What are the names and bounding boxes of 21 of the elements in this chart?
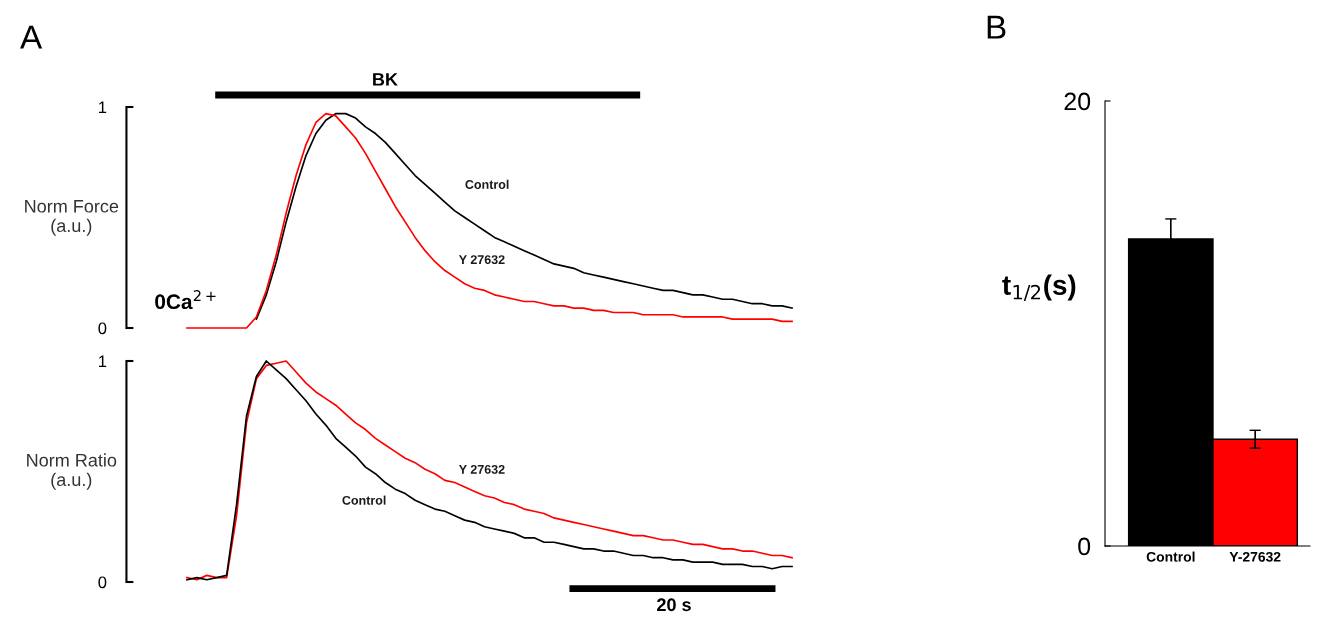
y-tick-label: 0 (98, 576, 107, 589)
series-label: Y 27632 (458, 464, 505, 474)
line-series (186, 360, 793, 581)
chart-title: A (20, 25, 43, 49)
y-tick-label: 1 (99, 101, 107, 114)
series-label: Control (465, 179, 509, 189)
y-tick-label: 0 (1078, 537, 1091, 556)
series-label: Y 27632 (458, 255, 505, 265)
y-tick-label: 1 (99, 355, 107, 368)
y-tick-label: 20 (1064, 92, 1091, 111)
y-axis-title: Norm Force (a.u.) (25, 200, 119, 236)
series-label: Control (342, 495, 386, 505)
chart-title: B (987, 15, 1006, 39)
annotation: 0Ca$^{2+}$ (155, 290, 216, 310)
x-tick-label: Y-27632 (1229, 551, 1281, 562)
y-axis-title: Norm Ratio (a.u.) (27, 453, 117, 490)
y-tick-label: 0 (98, 322, 107, 335)
text: BK (373, 73, 398, 86)
y-axis-title: t$_{1/2}$(s) (1002, 274, 1076, 302)
line-series (255, 112, 793, 320)
text: 20 s (657, 598, 691, 612)
